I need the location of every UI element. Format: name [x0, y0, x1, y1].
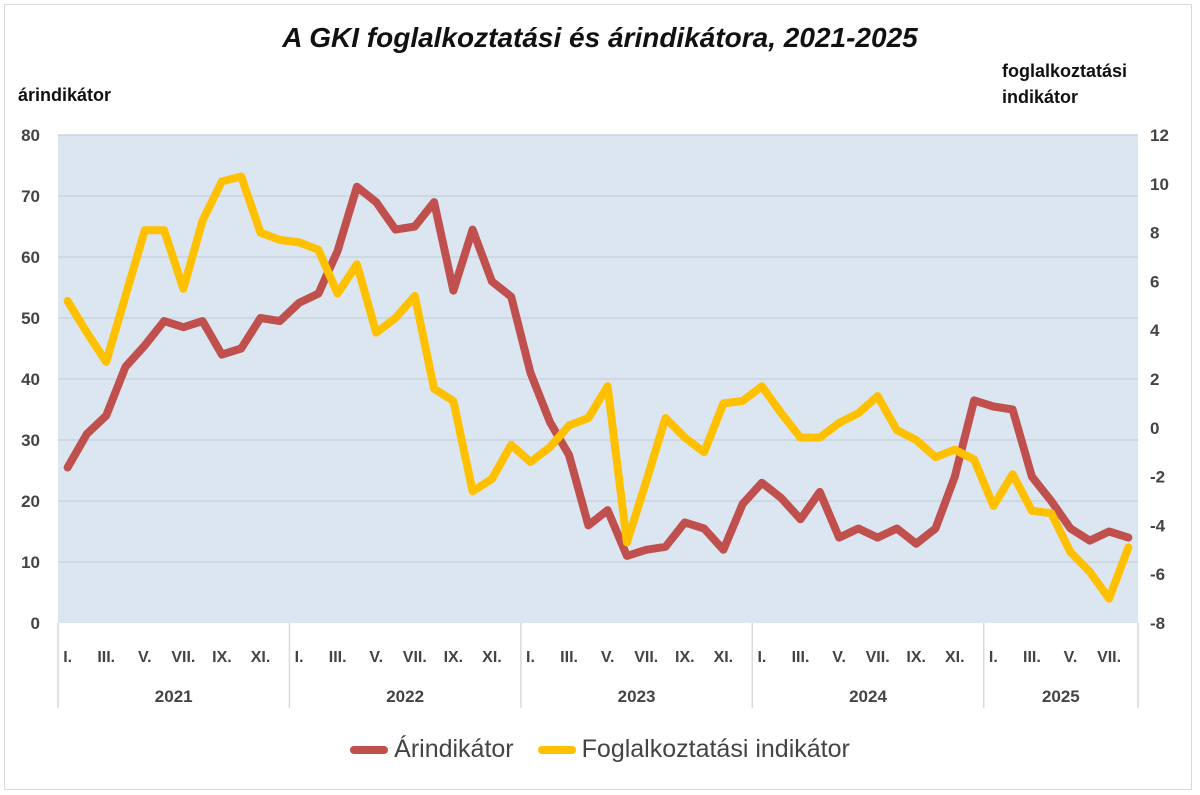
legend-item-arindikator: Árindikátor — [350, 735, 514, 764]
month-tick-label: I. — [526, 649, 535, 666]
year-label: 2025 — [1042, 687, 1080, 706]
left-tick-label: 70 — [21, 187, 40, 206]
right-tick-label: -4 — [1150, 516, 1166, 535]
left-tick-label: 0 — [31, 614, 40, 633]
year-label: 2021 — [155, 687, 193, 706]
left-axis-label: árindikátor — [18, 85, 112, 105]
left-tick-label: 60 — [21, 248, 40, 267]
chart-title: A GKI foglalkoztatási és árindikátora, 2… — [282, 22, 918, 53]
right-tick-label: 4 — [1150, 321, 1160, 340]
month-tick-label: VII. — [403, 649, 427, 666]
month-tick-label: III. — [792, 649, 810, 666]
right-tick-label: 12 — [1150, 126, 1169, 145]
right-tick-label: -2 — [1150, 468, 1165, 487]
right-tick-label: 2 — [1150, 370, 1159, 389]
year-label: 2023 — [618, 687, 656, 706]
legend-item-foglalkoztatasi: Foglalkoztatási indikátor — [537, 735, 850, 764]
legend-swatch-red — [350, 745, 389, 754]
year-label: 2022 — [386, 687, 424, 706]
month-tick-label: I. — [989, 649, 998, 666]
legend-label: Árindikátor — [394, 735, 514, 763]
series-line-arindikator — [63, 182, 1133, 560]
right-axis-label: foglalkoztatási indikátor — [1002, 61, 1128, 107]
left-tick-label: 20 — [21, 492, 40, 511]
month-tick-label: VII. — [866, 649, 890, 666]
right-tick-label: -6 — [1150, 565, 1165, 584]
month-tick-label: III. — [560, 649, 578, 666]
month-tick-label: V. — [1064, 649, 1078, 666]
left-tick-label: 10 — [21, 553, 40, 572]
month-tick-label: IX. — [444, 649, 464, 666]
left-tick-label: 50 — [21, 309, 40, 328]
legend-swatch-yellow — [537, 745, 576, 754]
month-tick-label: I. — [757, 649, 766, 666]
month-tick-label: III. — [1023, 649, 1041, 666]
month-tick-label: I. — [63, 649, 72, 666]
month-tick-label: VII. — [1097, 649, 1121, 666]
right-tick-label: 10 — [1150, 175, 1169, 194]
month-tick-label: IX. — [675, 649, 695, 666]
right-tick-label: 0 — [1150, 419, 1159, 438]
month-tick-label: III. — [329, 649, 347, 666]
month-tick-label: I. — [295, 649, 304, 666]
left-tick-label: 80 — [21, 126, 40, 145]
month-tick-label: V. — [832, 649, 846, 666]
month-tick-label: XI. — [251, 649, 271, 666]
series-line-foglalkoztatasi — [63, 172, 1133, 603]
month-tick-label: III. — [97, 649, 115, 666]
month-tick-label: IX. — [212, 649, 232, 666]
month-tick-label: IX. — [906, 649, 926, 666]
month-tick-label: V. — [369, 649, 383, 666]
left-tick-label: 40 — [21, 370, 40, 389]
left-tick-label: 30 — [21, 431, 40, 450]
month-tick-label: V. — [138, 649, 152, 666]
year-label: 2024 — [849, 687, 887, 706]
right-tick-label: -8 — [1150, 614, 1165, 633]
legend-label: Foglalkoztatási indikátor — [581, 735, 850, 763]
right-tick-label: 8 — [1150, 224, 1159, 243]
month-tick-label: V. — [601, 649, 615, 666]
month-tick-label: VII. — [634, 649, 658, 666]
month-tick-label: VII. — [171, 649, 195, 666]
month-tick-label: XI. — [482, 649, 502, 666]
month-tick-label: XI. — [714, 649, 734, 666]
chart-frame — [4, 4, 1192, 790]
month-tick-label: XI. — [945, 649, 965, 666]
legend: Árindikátor Foglalkoztatási indikátor — [0, 735, 1200, 764]
right-tick-label: 6 — [1150, 272, 1159, 291]
